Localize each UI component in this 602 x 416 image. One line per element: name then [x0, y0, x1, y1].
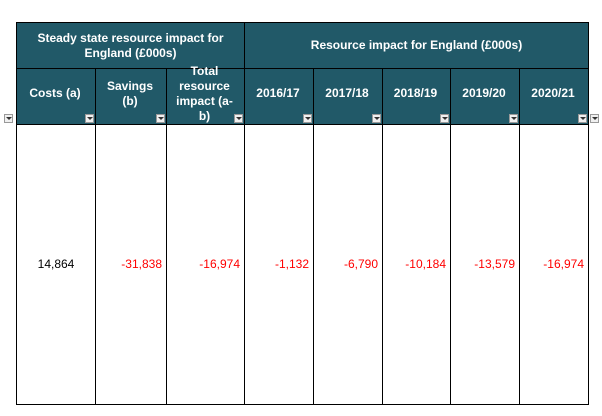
filter-dropdown-icon[interactable] [578, 114, 587, 123]
table-cell: -13,579 [450, 124, 520, 405]
filter-dropdown-icon[interactable] [440, 114, 449, 123]
filter-dropdown-icon[interactable] [303, 114, 312, 123]
filter-dropdown-icon[interactable] [372, 114, 381, 123]
filter-dropdown-icon[interactable] [156, 114, 165, 123]
table-cell: -1,132 [244, 124, 314, 405]
column-header: Total resource impact (a-b) [166, 64, 245, 125]
column-header: 2020/21 [519, 68, 589, 125]
column-header: 2019/20 [450, 68, 520, 125]
header-steady-state: Steady state resource impact for England… [16, 22, 245, 69]
header-resource-impact: Resource impact for England (£000s) [244, 22, 589, 69]
filter-dropdown-icon[interactable] [234, 114, 243, 123]
table-cell: -16,974 [519, 124, 589, 405]
column-header: 2016/17 [244, 68, 314, 125]
table-cell: -10,184 [382, 124, 451, 405]
column-header: 2018/19 [382, 68, 451, 125]
column-header: Costs (a) [16, 68, 96, 125]
table-cell: -16,974 [166, 124, 245, 405]
filter-dropdown-icon[interactable] [4, 114, 13, 123]
filter-dropdown-icon[interactable] [85, 114, 94, 123]
table-cell: 14,864 [16, 124, 96, 405]
filter-dropdown-icon[interactable] [509, 114, 518, 123]
filter-dropdown-icon[interactable] [590, 114, 599, 123]
table-cell: -6,790 [313, 124, 383, 405]
column-header: 2017/18 [313, 68, 383, 125]
column-header: Savings (b) [95, 68, 167, 125]
table-cell: -31,838 [95, 124, 167, 405]
